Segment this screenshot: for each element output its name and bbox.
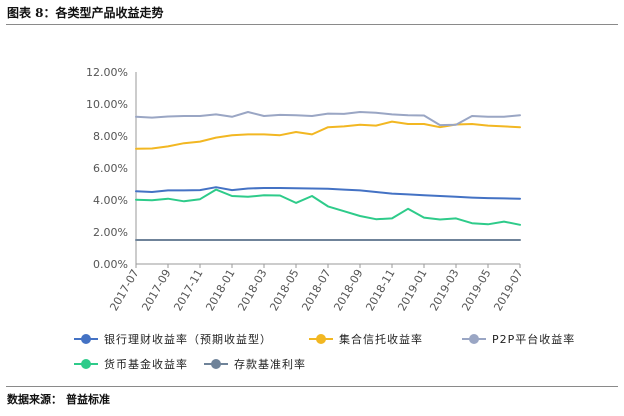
source-note: 数据来源： 普益标准 xyxy=(7,391,114,407)
x-tick-label: 2018-05 xyxy=(267,267,301,313)
series-lines xyxy=(135,111,521,241)
legend-label: 存款基准利率 xyxy=(234,357,306,371)
legend-swatch-marker xyxy=(469,334,479,344)
source-label: 数据来源： xyxy=(7,393,62,406)
legend-label: 集合信托收益率 xyxy=(339,332,423,346)
source-value: 普益标准 xyxy=(66,393,110,406)
x-tick-label: 2018-03 xyxy=(235,267,269,313)
x-tick-label: 2019-05 xyxy=(459,267,493,313)
x-axis-labels: 2017-072017-092017-112018-012018-032018-… xyxy=(107,264,526,313)
x-tick-label: 2018-01 xyxy=(203,267,237,313)
y-axis-labels: 0.00% 2.00% 4.00% 6.00% 8.00% 10.00% 12.00% xyxy=(86,66,128,271)
top-rule xyxy=(6,24,618,25)
legend-item: 银行理财收益率（预期收益型） xyxy=(74,332,272,346)
legend-item: 集合信托收益率 xyxy=(309,332,423,346)
legend-label: P2P平台收益率 xyxy=(492,332,575,346)
series-line xyxy=(135,120,521,150)
x-tick-label: 2018-09 xyxy=(331,267,365,313)
x-tick-label: 2019-01 xyxy=(395,267,429,313)
legend-item: 货币基金收益率 xyxy=(74,357,188,371)
y-tick-label: 10.00% xyxy=(86,98,128,111)
x-tick-label: 2018-11 xyxy=(363,267,397,313)
legend-label: 银行理财收益率（预期收益型） xyxy=(104,332,272,346)
x-tick-label: 2017-09 xyxy=(139,267,173,313)
legend-swatch-marker xyxy=(81,334,91,344)
y-tick-label: 0.00% xyxy=(93,258,128,271)
y-tick-label: 8.00% xyxy=(93,130,128,143)
x-tick-label: 2018-07 xyxy=(299,267,333,313)
legend-swatch-marker xyxy=(316,334,326,344)
legend-swatch-marker xyxy=(211,359,221,369)
series-line xyxy=(135,186,521,200)
x-tick-label: 2019-07 xyxy=(491,267,525,313)
legend-item: 存款基准利率 xyxy=(204,357,306,371)
legend-label: 货币基金收益率 xyxy=(104,357,188,371)
y-tick-label: 2.00% xyxy=(93,226,128,239)
legend-item: P2P平台收益率 xyxy=(462,332,575,346)
x-tick-label: 2017-11 xyxy=(171,267,205,313)
y-tick-label: 4.00% xyxy=(93,194,128,207)
axes xyxy=(135,72,520,265)
series-line xyxy=(135,188,521,226)
legend-swatch-marker xyxy=(81,359,91,369)
series-line xyxy=(135,111,521,127)
bottom-rule xyxy=(6,386,618,387)
y-tick-label: 12.00% xyxy=(86,66,128,79)
figure-title: 图表 8：各类型产品收益走势 xyxy=(7,6,164,20)
x-tick-label: 2019-03 xyxy=(427,267,461,313)
y-tick-label: 6.00% xyxy=(93,162,128,175)
line-chart: 0.00% 2.00% 4.00% 6.00% 8.00% 10.00% 12.00% 20… xyxy=(74,66,575,371)
x-tick-label: 2017-07 xyxy=(107,267,141,313)
